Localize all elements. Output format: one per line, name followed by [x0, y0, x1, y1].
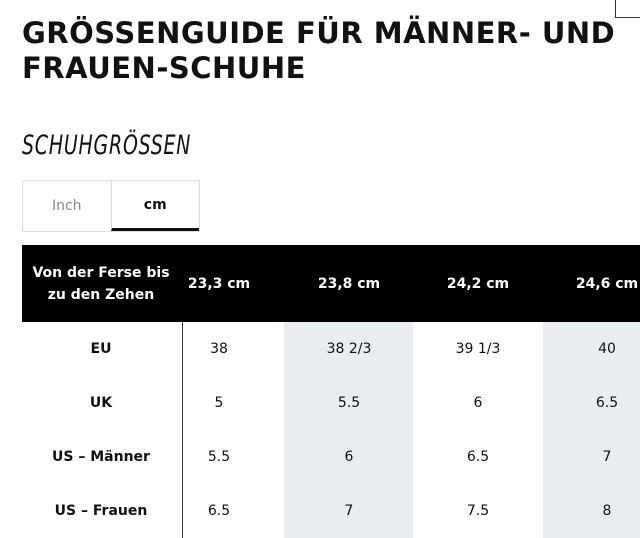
size-cell: 6.5 [466, 449, 490, 465]
row-label: UK [89, 395, 113, 411]
divider [182, 322, 183, 538]
table-header [22, 245, 640, 322]
size-cell: 40 [598, 341, 616, 357]
column-band [284, 322, 413, 538]
header-cell: 24,6 cm [575, 275, 639, 292]
unit-tabs: Inch cm [22, 180, 200, 232]
size-cell: 39 1/3 [455, 341, 501, 357]
size-cell: 5.5 [207, 449, 231, 465]
size-cell: 38 [210, 341, 228, 357]
size-cell: 7 [602, 449, 612, 465]
section-title: SCHUHGRÖSSEN [22, 130, 192, 161]
column-band [543, 322, 640, 538]
unit-tab[interactable]: Inch [51, 198, 82, 214]
header-cell: 24,2 cm [446, 275, 510, 292]
size-cell: 6.5 [207, 503, 231, 519]
size-cell: 7 [344, 503, 354, 519]
header-cell: 23,8 cm [317, 275, 381, 292]
row-label: US – Männer [52, 449, 150, 465]
size-cell: 8 [602, 503, 612, 519]
row-label: US – Frauen [54, 503, 148, 519]
header-cell: Von der Ferse bis zu den Zehen [32, 264, 170, 303]
title: GRÖSSENGUIDE FÜR MÄNNER- UND FRAUEN-SCHUH… [22, 16, 615, 86]
close-button[interactable] [615, 0, 640, 18]
size-cell: 7.5 [466, 503, 490, 519]
title-line: GRÖSSENGUIDE FÜR MÄNNER- UND [22, 16, 616, 50]
title-line: FRAUEN-SCHUHE [22, 51, 306, 85]
size-cell: 38 2/3 [326, 341, 372, 357]
header-cell: 23,3 cm [187, 275, 251, 292]
size-cell: 6.5 [595, 395, 619, 411]
size-cell: 6 [344, 449, 354, 465]
unit-tab[interactable]: cm [110, 181, 199, 231]
size-cell: 5.5 [337, 395, 361, 411]
size-cell: 5 [214, 395, 224, 411]
size-cell: 6 [473, 395, 483, 411]
row-label: EU [90, 341, 112, 357]
